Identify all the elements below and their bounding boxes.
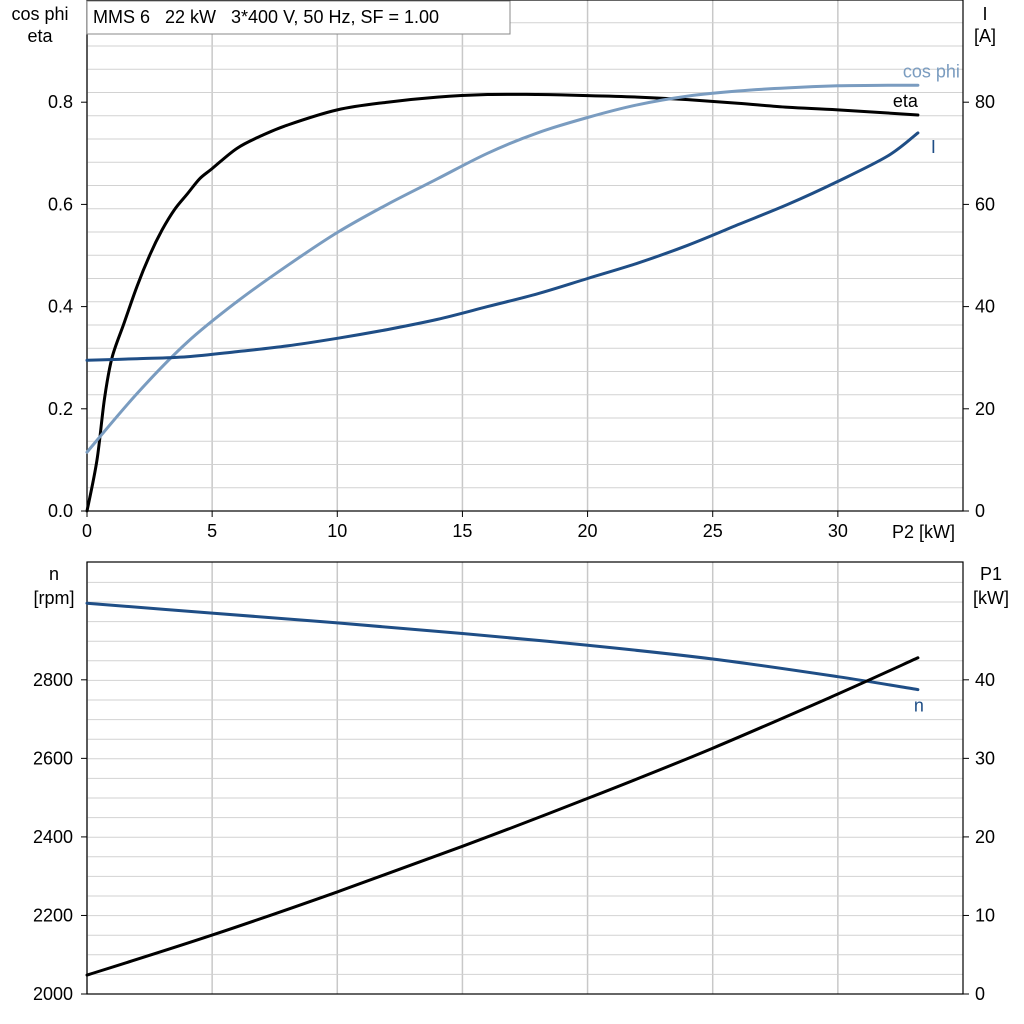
- top-right-axis-title-1: I: [982, 4, 987, 24]
- bottom-left-tick-label: 2800: [33, 670, 73, 690]
- bottom-chart-ticks: 2000 2200 2400 2600 2800 0 10 20 30 40: [33, 670, 995, 1004]
- top-series-i-line: [85, 131, 920, 362]
- top-chart-grid: [86, 0, 963, 511]
- bottom-chart-series: n: [85, 601, 924, 977]
- top-x-tick-label: 10: [327, 521, 347, 541]
- top-right-tick-label: 20: [975, 399, 995, 419]
- top-right-tick-label: 80: [975, 92, 995, 112]
- top-left-tick-label: 0.2: [48, 399, 73, 419]
- top-chart-series: eta cos phi I: [85, 61, 960, 513]
- top-right-tick-label: 60: [975, 194, 995, 214]
- top-chart-frame: [86, 0, 964, 512]
- top-left-tick-label: 0.0: [48, 501, 73, 521]
- top-series-eta-label: eta: [893, 91, 919, 111]
- bottom-left-tick-label: 2000: [33, 984, 73, 1004]
- bottom-right-axis-title-2: [kW]: [973, 588, 1009, 608]
- chart-caption: MMS 6 22 kW 3*400 V, 50 Hz, SF = 1.00: [93, 7, 439, 27]
- bottom-chart-frame: [86, 561, 964, 995]
- top-left-tick-label: 0.4: [48, 297, 73, 317]
- top-series-i-label: I: [931, 137, 936, 157]
- top-x-tick-label: 30: [828, 521, 848, 541]
- bottom-left-tick-label: 2200: [33, 905, 73, 925]
- top-x-tick-label: 0: [82, 521, 92, 541]
- top-left-axis-title-1: cos phi: [11, 4, 68, 24]
- bottom-series-p1-line: [85, 656, 920, 977]
- bottom-left-tick-label: 2400: [33, 827, 73, 847]
- bottom-right-tick-label: 0: [975, 984, 985, 1004]
- top-right-tick-label: 40: [975, 297, 995, 317]
- bottom-right-axis-title-1: P1: [980, 564, 1002, 584]
- top-x-tick-label: 20: [578, 521, 598, 541]
- bottom-left-axis-title-2: [rpm]: [33, 588, 74, 608]
- bottom-right-tick-label: 40: [975, 670, 995, 690]
- top-chart-ticks: 0.0 0.2 0.4 0.6 0.8 0 20 40 60 80 0 5 10 15 20 25 30: [48, 92, 995, 541]
- bottom-series-n-label: n: [914, 696, 924, 716]
- top-x-tick-label: 15: [452, 521, 472, 541]
- top-series-eta-line: [85, 92, 920, 513]
- top-left-axis-title-2: eta: [27, 26, 53, 46]
- bottom-right-tick-label: 20: [975, 827, 995, 847]
- top-right-tick-label: 0: [975, 501, 985, 521]
- caption-box: [86, 0, 511, 35]
- top-series-cos-phi-label: cos phi: [903, 61, 960, 81]
- top-x-tick-label: 5: [207, 521, 217, 541]
- bottom-series-n-line: [85, 601, 920, 692]
- top-left-tick-label: 0.8: [48, 92, 73, 112]
- top-right-axis-title-2: [A]: [974, 26, 996, 46]
- bottom-chart-grid: [86, 562, 963, 994]
- top-x-axis-title: P2 [kW]: [892, 522, 955, 542]
- top-series-cos-phi-line: [85, 83, 920, 454]
- bottom-right-tick-label: 10: [975, 905, 995, 925]
- bottom-left-axis-title-1: n: [49, 564, 59, 584]
- top-left-tick-label: 0.6: [48, 194, 73, 214]
- bottom-right-tick-label: 30: [975, 748, 995, 768]
- bottom-left-tick-label: 2600: [33, 748, 73, 768]
- top-x-tick-label: 25: [703, 521, 723, 541]
